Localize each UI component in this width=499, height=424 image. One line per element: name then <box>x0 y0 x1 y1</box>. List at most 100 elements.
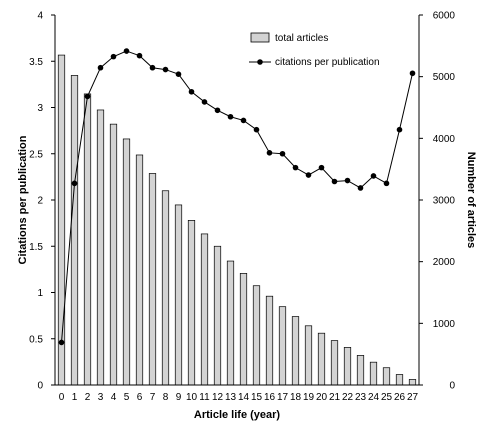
bar-3 <box>96 109 105 386</box>
bar-7 <box>148 173 157 386</box>
legend-label-total-articles: total articles <box>275 33 328 44</box>
right-tick-label: 5000 <box>433 72 456 83</box>
citation-point-25 <box>383 180 390 187</box>
right-tick-label: 0 <box>449 381 455 392</box>
left-tick-label: 3.5 <box>29 57 43 68</box>
bar-6 <box>135 154 144 386</box>
x-tick-label: 24 <box>368 392 380 403</box>
x-tick-label: 22 <box>342 392 354 403</box>
bar-13 <box>226 260 235 386</box>
bar-1 <box>70 75 79 386</box>
x-tick-label: 20 <box>316 392 328 403</box>
left-tick-label: 0.5 <box>29 334 43 345</box>
citation-point-0 <box>58 339 65 346</box>
citation-point-15 <box>253 126 260 133</box>
bar-0 <box>57 54 66 386</box>
bar-15 <box>252 285 261 386</box>
bar-16 <box>265 295 274 386</box>
bar-24 <box>369 361 378 386</box>
citation-point-26 <box>396 126 403 133</box>
bar-5 <box>122 138 131 386</box>
x-tick-label: 4 <box>111 392 117 403</box>
left-tick-label: 3 <box>37 103 43 114</box>
bar-27 <box>408 379 417 386</box>
x-tick-label: 8 <box>163 392 169 403</box>
x-tick-label: 9 <box>176 392 182 403</box>
x-tick-label: 7 <box>150 392 156 403</box>
x-tick-label: 10 <box>186 392 198 403</box>
x-tick-label: 21 <box>329 392 341 403</box>
x-tick-label: 16 <box>264 392 276 403</box>
bar-8 <box>161 190 170 386</box>
left-tick-label: 1 <box>37 288 43 299</box>
citation-point-7 <box>149 64 156 71</box>
legend: total articles citations per publication <box>249 32 380 68</box>
citation-point-5 <box>123 48 130 54</box>
citation-point-19 <box>305 172 312 178</box>
citation-point-22 <box>344 177 351 184</box>
legend-line-marker <box>257 59 263 65</box>
x-tick-label: 17 <box>277 392 289 403</box>
left-tick-label: 1.5 <box>29 242 43 253</box>
line-series-citations <box>61 50 413 343</box>
bar-14 <box>239 273 248 386</box>
x-tick-label: 0 <box>59 392 65 403</box>
bar-12 <box>213 245 222 386</box>
citation-point-8 <box>162 66 169 73</box>
bar-series-total-articles <box>57 54 417 386</box>
citation-point-9 <box>175 71 182 77</box>
x-tick-label: 23 <box>355 392 367 403</box>
x-tick-label: 13 <box>225 392 237 403</box>
x-tick-label: 11 <box>199 392 210 403</box>
left-axis-title: Citations per publication <box>17 135 29 264</box>
bar-2 <box>83 93 92 386</box>
left-tick-label: 0 <box>37 381 43 392</box>
bar-19 <box>304 325 313 386</box>
right-tick-label: 2000 <box>433 257 456 268</box>
bar-10 <box>187 220 196 386</box>
citation-point-16 <box>266 150 273 156</box>
bar-11 <box>200 233 209 386</box>
citation-point-24 <box>370 173 377 179</box>
citation-point-21 <box>331 178 338 185</box>
x-tick-label: 25 <box>381 392 393 403</box>
bar-21 <box>330 340 339 386</box>
x-tick-label: 19 <box>303 392 315 403</box>
x-tick-label: 14 <box>238 392 250 403</box>
citation-point-20 <box>318 164 325 171</box>
x-tick-label: 18 <box>290 392 302 403</box>
right-tick-label: 1000 <box>433 319 456 330</box>
bar-22 <box>343 347 352 386</box>
citations-line <box>61 50 413 343</box>
right-axis-title: Number of articles <box>465 152 477 249</box>
axes <box>54 15 420 386</box>
x-axis-ticks: 0 1 2 3 4 5 6 7 8 9 10 11 12 13 14 15 16 17 18 19 20 21 22 23 24… <box>59 392 419 403</box>
x-tick-label: 12 <box>212 392 224 403</box>
right-axis-ticks: 0 1000 2000 3000 4000 5000 6000 <box>419 11 455 392</box>
x-tick-label: 5 <box>124 392 130 403</box>
citation-point-1 <box>71 180 78 187</box>
citation-point-2 <box>84 93 91 100</box>
x-tick-label: 26 <box>394 392 406 403</box>
right-tick-label: 3000 <box>433 196 456 207</box>
right-tick-label: 6000 <box>433 11 456 22</box>
bar-4 <box>109 123 118 386</box>
citation-point-27 <box>409 70 416 77</box>
x-tick-label: 2 <box>85 392 91 403</box>
bar-9 <box>174 204 183 386</box>
citation-point-10 <box>188 88 195 95</box>
citation-point-14 <box>240 117 247 124</box>
citation-point-3 <box>97 64 104 71</box>
bar-26 <box>395 374 404 386</box>
bar-25 <box>382 367 391 386</box>
citation-point-13 <box>227 113 234 120</box>
citations-points <box>58 48 416 346</box>
x-tick-label: 6 <box>137 392 143 403</box>
x-axis-title: Article life (year) <box>194 409 281 421</box>
right-tick-label: 4000 <box>433 134 456 145</box>
legend-bar-swatch <box>250 32 270 43</box>
x-tick-label: 3 <box>98 392 104 403</box>
bar-17 <box>278 306 287 386</box>
bar-20 <box>317 332 326 386</box>
